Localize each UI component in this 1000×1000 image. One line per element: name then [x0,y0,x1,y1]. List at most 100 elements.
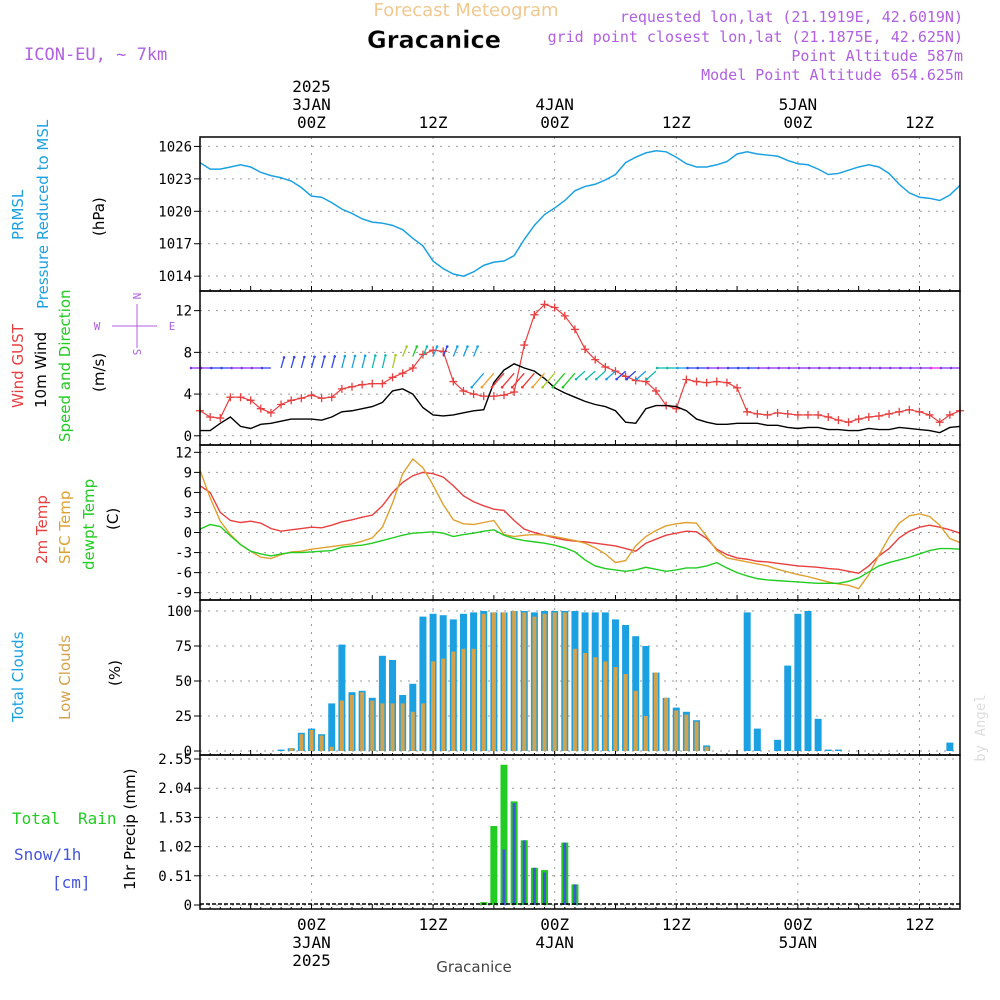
wind-arrow-head [353,354,357,358]
wind-arrow-head [405,345,408,348]
low-cloud-bar [654,672,658,751]
wind-arrow-head [250,366,254,370]
wind-arrow-head [899,366,902,370]
snow-bar [563,842,567,905]
wind-arrow [626,370,637,380]
low-cloud-bar [593,657,598,751]
gust-point [368,379,377,388]
wind-arrow [542,372,556,388]
gust-point [489,392,498,401]
precip-grid: 0 0.51 1.02 1.53 2.04 2.55 [158,752,961,914]
precip-ytick-label: 1.53 [158,810,192,826]
pressure-frame [199,136,961,292]
low-cloud-bar [613,667,618,751]
wind-arrow-head [584,377,588,381]
closest-coords: grid point closest lon,lat (21.1875E, 42… [548,28,963,46]
gust-point [753,409,762,418]
wind-arrow [422,346,428,357]
wind-arrow-head [686,366,689,370]
wind-direction-label: Speed and Direction [56,289,74,442]
gust-point [895,407,904,416]
snow-bar [522,840,526,905]
wind-arrow [280,357,285,369]
wind-arrow [595,370,606,380]
wind-arrow-head [645,377,649,381]
bottom-time-label: 12Z [662,915,691,934]
gust-point [500,391,508,400]
gust-point [510,387,519,396]
wind-arrow [402,346,408,357]
rain-label: Rain [78,809,117,828]
compass-w: W [94,320,101,333]
gust-point [307,391,316,400]
gust-point [327,393,336,402]
low-cloud-bar [684,714,689,751]
wind-arrow-head [635,377,639,381]
wind-arrow [521,372,535,388]
cloud-unit: (%) [106,660,124,686]
wind-arrow-head [868,366,872,370]
gust-point [236,393,245,402]
gust-point [925,410,934,419]
total-cloud-bar [804,611,812,751]
gust-point [763,410,772,419]
clouds-ytick-label: 100 [167,604,192,620]
wind-arrow-head [929,366,933,370]
wind-arrow-head [343,354,347,358]
sfc-label: SFC Temp [56,491,74,564]
total-cloud-bar [774,739,782,751]
wind-arrows [189,345,960,389]
gust-point [783,409,792,418]
compass-icon: N S W E [94,293,176,356]
wind-arrow-head [189,366,193,370]
low-cloud-bar [299,734,304,751]
gust-point [266,408,275,417]
wind-arrow-head [797,366,801,370]
forecast-title: Forecast Meteogram [373,0,558,21]
total-cloud-bar [642,646,650,751]
t2m-line [199,471,961,575]
wind-arrow [391,355,397,369]
low-cloud-bar [289,748,294,751]
gust-point [246,396,255,405]
wind-arrow-head [726,366,730,370]
low-cloud-bar [542,613,547,751]
gust-point [469,390,478,399]
prmsl-label: PRMSL [9,189,27,240]
wind-arrow-head [551,385,555,389]
gust-point [631,376,640,385]
wind-arrow-head [466,345,469,348]
wind-arrow [501,372,515,388]
gust-point [408,364,417,372]
wind-arrow-head [757,366,760,370]
low-cloud-bar [461,648,466,751]
wind-arrow [371,355,376,369]
wind-arrow [646,370,657,380]
gust-point [560,311,569,320]
gust-point [702,378,711,387]
gust-point [722,378,731,387]
clouds-ytick-label: 50 [175,674,192,690]
wind-arrow-head [595,377,598,381]
gust-point [793,410,802,419]
gust-point [854,415,863,424]
dewpt-label: dewpt Temp [80,479,98,570]
low-cloud-bar [400,703,405,751]
low-cloud-bar [431,661,436,751]
wind-arrow-head [480,385,484,389]
snow-bar [502,849,506,905]
wind-arrow-head [303,355,306,359]
wind-arrow-head [817,366,821,370]
wind-arrow-head [415,345,419,348]
gust-point [226,393,235,402]
wind-arrow [552,372,566,388]
wind-arrow-head [521,385,524,389]
wind-arrow-head [425,345,429,348]
gust-point [378,379,387,388]
footer-location: Gracanice [436,958,512,976]
low-cloud-bar [603,661,608,751]
wind-arrow [616,370,627,380]
wind-labels: Wind GUST 10m Wind Speed and Direction (… [9,289,175,442]
total-cloud-bar [419,616,427,751]
temp-ytick-label: 6 [184,485,192,501]
